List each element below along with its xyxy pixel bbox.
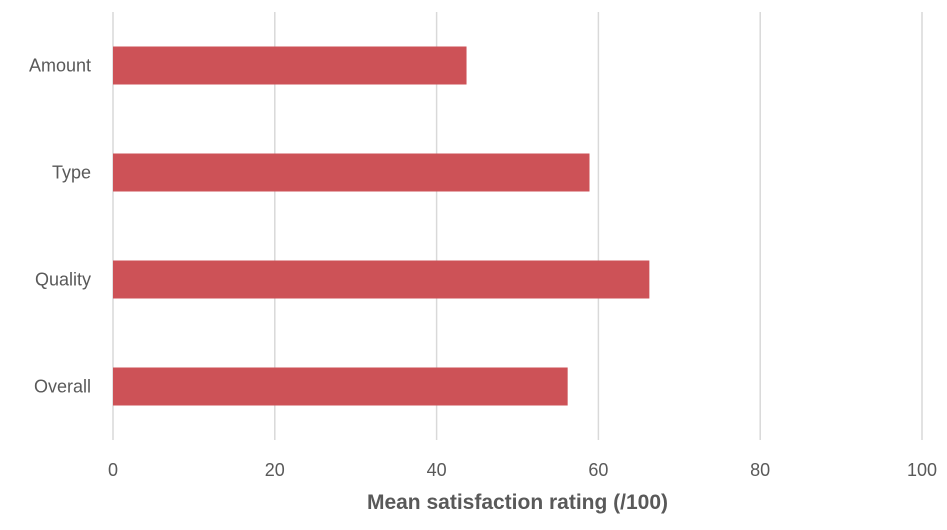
category-label-type: Type bbox=[52, 163, 91, 183]
bar-type bbox=[113, 153, 590, 192]
x-tick-label: 40 bbox=[427, 460, 447, 480]
x-tick-label: 0 bbox=[108, 460, 118, 480]
x-tick-label: 80 bbox=[750, 460, 770, 480]
category-label-amount: Amount bbox=[29, 56, 91, 76]
category-labels: Amount Type Quality Overall bbox=[29, 56, 91, 397]
bars bbox=[113, 46, 650, 406]
x-tick-label: 100 bbox=[907, 460, 937, 480]
category-label-overall: Overall bbox=[34, 377, 91, 397]
bar-overall bbox=[113, 367, 568, 406]
category-label-quality: Quality bbox=[35, 270, 91, 290]
x-tick-label: 60 bbox=[588, 460, 608, 480]
bar-amount bbox=[113, 46, 467, 85]
bar-quality bbox=[113, 260, 650, 299]
x-axis-title: Mean satisfaction rating (/100) bbox=[367, 491, 668, 514]
x-tick-labels: 0 20 40 60 80 100 bbox=[108, 460, 937, 480]
x-tick-label: 20 bbox=[265, 460, 285, 480]
